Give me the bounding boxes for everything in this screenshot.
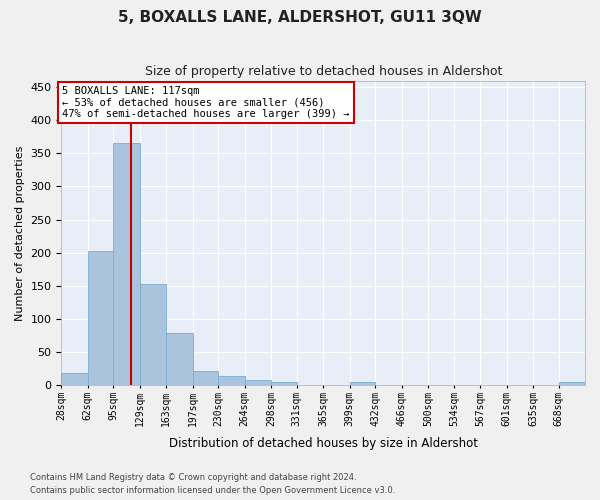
Bar [271, 382, 297, 385]
Bar [350, 382, 375, 385]
Bar [245, 380, 271, 385]
Bar [193, 370, 218, 385]
Text: 5, BOXALLS LANE, ALDERSHOT, GU11 3QW: 5, BOXALLS LANE, ALDERSHOT, GU11 3QW [118, 10, 482, 25]
Bar [559, 382, 585, 385]
Bar [140, 284, 166, 385]
X-axis label: Distribution of detached houses by size in Aldershot: Distribution of detached houses by size … [169, 437, 478, 450]
Bar [166, 333, 193, 385]
Y-axis label: Number of detached properties: Number of detached properties [15, 145, 25, 320]
Text: 5 BOXALLS LANE: 117sqm
← 53% of detached houses are smaller (456)
47% of semi-de: 5 BOXALLS LANE: 117sqm ← 53% of detached… [62, 86, 350, 119]
Bar [61, 373, 88, 385]
Text: Contains HM Land Registry data © Crown copyright and database right 2024.
Contai: Contains HM Land Registry data © Crown c… [30, 474, 395, 495]
Title: Size of property relative to detached houses in Aldershot: Size of property relative to detached ho… [145, 65, 502, 78]
Bar [88, 252, 113, 385]
Bar [218, 376, 245, 385]
Bar [113, 144, 140, 385]
